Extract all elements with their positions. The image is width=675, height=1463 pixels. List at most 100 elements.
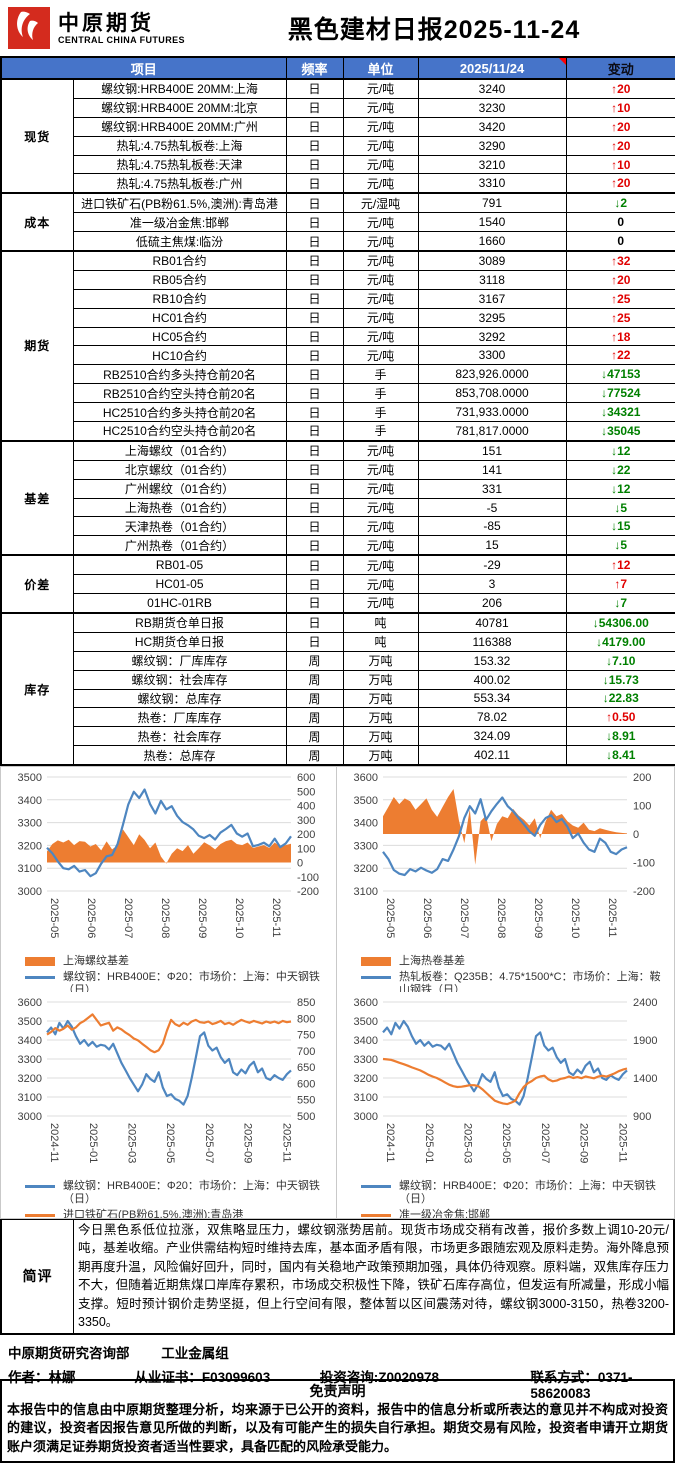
val-cell: 400.02 [418,670,566,689]
freq-cell: 日 [286,174,343,193]
item-cell: 准一级冶金焦:邯郸 [73,213,286,232]
freq-cell: 日 [286,136,343,155]
change-cell: ↓7 [566,594,675,613]
change-cell: ↑32 [566,251,675,270]
unit-cell: 吨 [343,613,418,632]
freq-cell: 日 [286,441,343,460]
line-swatch-icon [361,1214,391,1217]
item-cell: 上海热卷（01合约） [73,498,286,517]
change-cell: ↓4179.00 [566,632,675,651]
item-cell: 低硫主焦煤:临汾 [73,232,286,251]
unit-cell: 元/吨 [343,251,418,270]
freq-cell: 日 [286,517,343,536]
unit-cell: 手 [343,403,418,422]
change-cell: ↓77524 [566,384,675,403]
group-name: 工业金属组 [161,1346,229,1361]
svg-text:3200: 3200 [18,840,42,852]
freq-cell: 日 [286,555,343,574]
svg-text:2025-11: 2025-11 [270,898,282,938]
change-cell: ↑22 [566,346,675,365]
svg-text:550: 550 [297,1095,315,1107]
item-cell: HC2510合约空头持仓前20名 [73,422,286,441]
freq-cell: 日 [286,536,343,555]
val-cell: 3210 [418,155,566,174]
freq-cell: 周 [286,689,343,708]
item-cell: 热卷：厂库库存 [73,708,286,727]
item-cell: 螺纹钢：社会库存 [73,670,286,689]
line-swatch-icon [361,976,391,979]
unit-cell: 元/吨 [343,232,418,251]
svg-text:0: 0 [297,858,303,870]
svg-text:2025-03: 2025-03 [125,1123,137,1163]
change-cell: ↓22 [566,460,675,479]
report-footer: 中原期货研究咨询部 工业金属组 作者：林娜 从业证书：F03099603 投资咨… [0,1335,675,1379]
change-cell: ↓5 [566,536,675,555]
change-cell: ↑7 [566,575,675,594]
val-cell: 15 [418,536,566,555]
brand-name-cn: 中原期货 [58,11,185,35]
practice-certificate: 从业证书：F03099603 [134,1366,319,1401]
svg-text:2025-09: 2025-09 [196,898,208,938]
svg-text:2025-08: 2025-08 [495,898,507,938]
change-cell: ↑25 [566,289,675,308]
change-cell: ↓35045 [566,422,675,441]
unit-cell: 万吨 [343,689,418,708]
svg-text:650: 650 [297,1062,315,1074]
line-series [47,1014,291,1052]
val-cell: 853,708.0000 [418,384,566,403]
change-cell: ↑12 [566,555,675,574]
svg-text:3500: 3500 [354,1016,378,1028]
freq-cell: 日 [286,460,343,479]
val-cell: 553.34 [418,689,566,708]
section-label: 基差 [1,441,73,555]
svg-text:2400: 2400 [633,997,657,1009]
svg-text:600: 600 [297,772,315,784]
svg-text:3400: 3400 [354,1035,378,1047]
freq-cell: 日 [286,79,343,98]
change-cell: ↓22.83 [566,689,675,708]
val-cell: -85 [418,517,566,536]
item-cell: 热轧:4.75热轧板卷:上海 [73,136,286,155]
freq-cell: 日 [286,479,343,498]
val-cell: 324.09 [418,727,566,746]
svg-text:3500: 3500 [18,1016,42,1028]
svg-text:2025-07: 2025-07 [122,898,134,938]
item-cell: RB期货仓单日报 [73,613,286,632]
freq-cell: 周 [286,708,343,727]
unit-cell: 元/吨 [343,346,418,365]
change-cell: ↑20 [566,174,675,193]
item-cell: RB01-05 [73,555,286,574]
svg-text:3300: 3300 [354,1054,378,1066]
col-header-frequency: 频率 [286,57,343,79]
svg-text:3200: 3200 [354,863,378,875]
unit-cell: 元/吨 [343,555,418,574]
val-cell: 3310 [418,174,566,193]
item-cell: 热卷：社会库存 [73,727,286,746]
chart-legend: 螺纹钢：HRB400E：Φ20：市场价：上海：中天钢铁（日）进口铁矿石(PB粉6… [25,1180,336,1218]
freq-cell: 日 [286,613,343,632]
item-cell: HC10合约 [73,346,286,365]
val-cell: 40781 [418,613,566,632]
svg-text:-200: -200 [297,886,319,898]
val-cell: 3290 [418,136,566,155]
change-cell: ↓2 [566,193,675,212]
line-series [47,1021,291,1105]
val-cell: -29 [418,555,566,574]
table-row: 天津热卷（01合约）日元/吨-85↓15 [1,517,675,536]
contact-phone: 联系方式：0371-58620083 [530,1366,667,1401]
